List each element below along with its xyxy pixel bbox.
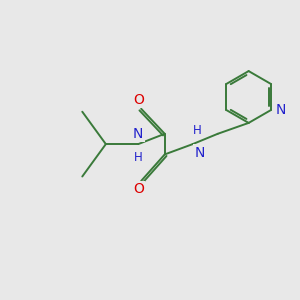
Text: H: H (193, 124, 202, 137)
Text: N: N (133, 127, 143, 141)
Text: N: N (275, 103, 286, 117)
Text: N: N (194, 146, 205, 160)
Text: H: H (134, 151, 142, 164)
Text: O: O (134, 182, 144, 197)
Text: O: O (134, 93, 144, 107)
